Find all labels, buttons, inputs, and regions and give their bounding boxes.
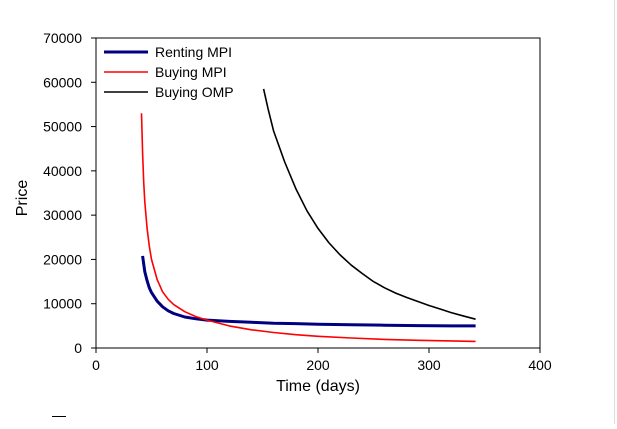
x-tick-label: 300: [417, 357, 441, 373]
y-tick-label: 60000: [43, 74, 82, 90]
y-tick-label: 30000: [43, 207, 82, 223]
y-tick-label: 20000: [43, 251, 82, 267]
legend-label: Renting MPI: [155, 44, 232, 60]
y-tick-label: 10000: [43, 296, 82, 312]
series-line-renting-mpi: [141, 255, 476, 328]
x-tick-label: 200: [306, 357, 330, 373]
series-line-buying-mpi: [140, 113, 476, 343]
y-tick-label: 0: [74, 340, 82, 356]
legend: Renting MPI Buying MPI Buying OMP: [104, 44, 234, 100]
series-line-buying-omp: [262, 88, 476, 320]
tick-layer: 0 100 200 300 400 0 10000 20000 30000 40000 50000 6…: [43, 30, 552, 373]
x-tick-label: 0: [92, 357, 100, 373]
y-tick-label: 50000: [43, 119, 82, 135]
y-tick-label: 70000: [43, 30, 82, 46]
legend-label: Buying MPI: [155, 64, 227, 80]
x-tick-label: 400: [528, 357, 552, 373]
y-tick-label: 40000: [43, 163, 82, 179]
x-tick-label: 100: [195, 357, 219, 373]
legend-label: Buying OMP: [155, 84, 234, 100]
x-axis-title: Time (days): [276, 378, 360, 395]
y-axis-title: Price: [14, 180, 31, 217]
series-layer: [140, 88, 476, 343]
